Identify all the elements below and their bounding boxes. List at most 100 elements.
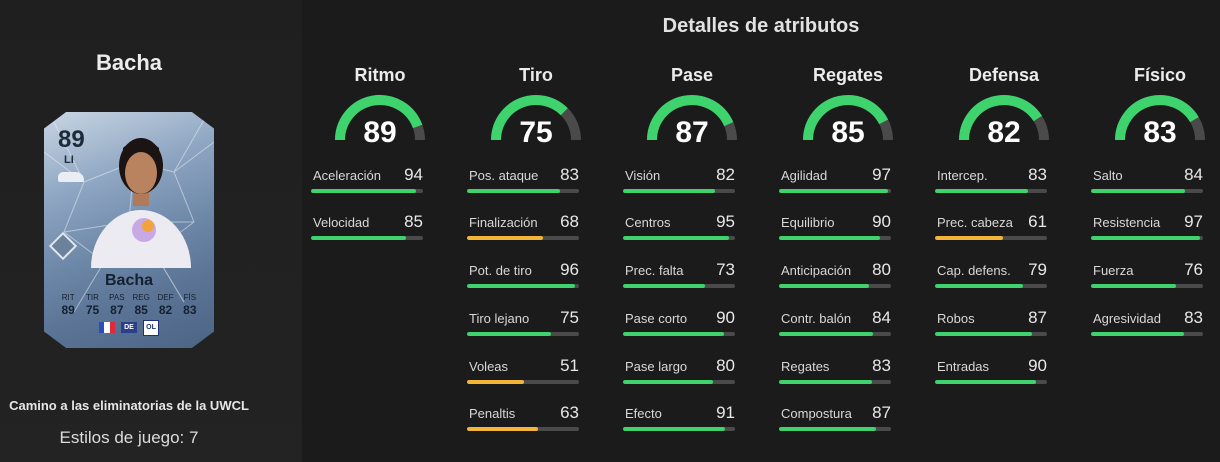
attribute-bar-track bbox=[779, 380, 891, 384]
attribute-bar-track bbox=[467, 332, 579, 336]
attribute-value: 84 bbox=[1184, 165, 1203, 184]
attribute-row[interactable]: Pos. ataque 83 bbox=[467, 165, 579, 198]
attribute-row[interactable]: Fuerza 76 bbox=[1091, 260, 1203, 293]
attribute-bar-track bbox=[623, 380, 735, 384]
attribute-bar-track bbox=[1091, 332, 1203, 336]
attribute-name: Prec. falta bbox=[625, 263, 684, 278]
attribute-bar-fill bbox=[623, 427, 725, 431]
attribute-name: Velocidad bbox=[313, 215, 370, 230]
gauge-fill bbox=[335, 95, 423, 141]
attribute-bar-track bbox=[467, 427, 579, 431]
attribute-name: Efecto bbox=[625, 406, 662, 421]
attribute-name: Robos bbox=[937, 311, 975, 326]
attribute-value: 97 bbox=[1184, 212, 1203, 231]
card-stat-label: PAS bbox=[109, 293, 125, 302]
attribute-bar-fill bbox=[467, 236, 544, 240]
attribute-bar-fill bbox=[779, 189, 888, 193]
rating-gauge: 87 bbox=[647, 95, 737, 149]
player-name: Bacha bbox=[95, 50, 163, 75]
attribute-row[interactable]: Visión 82 bbox=[623, 165, 735, 198]
attribute-row[interactable]: Prec. falta 73 bbox=[623, 260, 735, 293]
attribute-name: Pot. de tiro bbox=[469, 263, 532, 278]
card-stat-value: 87 bbox=[110, 303, 124, 317]
attribute-row[interactable]: Pot. de tiro 96 bbox=[467, 260, 579, 293]
attribute-row[interactable]: Finalización 68 bbox=[467, 212, 579, 245]
attribute-bar-fill bbox=[623, 332, 724, 336]
attribute-name: Entradas bbox=[937, 359, 990, 374]
attribute-row[interactable]: Efecto 91 bbox=[623, 403, 735, 436]
attribute-value: 87 bbox=[1028, 308, 1047, 327]
attribute-bar-track bbox=[623, 427, 735, 431]
rating-gauge: 89 bbox=[335, 95, 425, 149]
attribute-bar-fill bbox=[623, 189, 715, 193]
category-name: Tiro bbox=[519, 65, 553, 85]
card-player-name: Bacha bbox=[104, 272, 154, 289]
gauge-fill bbox=[803, 95, 889, 141]
attribute-name: Resistencia bbox=[1093, 215, 1161, 230]
attribute-bar-fill bbox=[623, 236, 730, 240]
attribute-row[interactable]: Aceleración 94 bbox=[311, 165, 423, 198]
attribute-bar-track bbox=[779, 189, 891, 193]
attribute-bar-fill bbox=[467, 284, 575, 288]
attribute-bar-track bbox=[935, 332, 1047, 336]
category-ritmo: Ritmo 89 Aceleración 94 Velocidad 85 bbox=[302, 0, 458, 462]
attribute-value: 97 bbox=[872, 165, 891, 184]
card-stat-label: DEF bbox=[157, 293, 174, 302]
attribute-row[interactable]: Tiro lejano 75 bbox=[467, 308, 579, 341]
attribute-bar-fill bbox=[467, 332, 551, 336]
category-tiro: Tiro 75 Pos. ataque 83 Finalización 68 Pot. de… bbox=[458, 0, 614, 462]
card-position: LI bbox=[64, 154, 74, 166]
card-rating: 89 bbox=[58, 126, 85, 153]
attribute-bar-fill bbox=[935, 284, 1024, 288]
category-regates: Regates 85 Agilidad 97 Equilibrio 90 Anticipac… bbox=[770, 0, 926, 462]
attribute-row[interactable]: Centros 95 bbox=[623, 212, 735, 245]
attribute-row[interactable]: Anticipación 80 bbox=[779, 260, 891, 293]
attribute-row[interactable]: Agresividad 83 bbox=[1091, 308, 1203, 341]
attribute-value: 51 bbox=[560, 356, 579, 375]
attribute-row[interactable]: Contr. balón 84 bbox=[779, 308, 891, 341]
attribute-row[interactable]: Regates 83 bbox=[779, 356, 891, 389]
category-rating: 75 bbox=[519, 116, 552, 149]
attribute-row[interactable]: Agilidad 97 bbox=[779, 165, 891, 198]
attribute-row[interactable]: Voleas 51 bbox=[467, 356, 579, 389]
attribute-row[interactable]: Robos 87 bbox=[935, 308, 1047, 341]
attribute-value: 87 bbox=[872, 403, 891, 422]
player-card[interactable]: 89 LI Bacha RIT 89 TIR 75 PAS 87 REG 85 DEF 82 FÍS… bbox=[44, 112, 214, 348]
attribute-name: Contr. balón bbox=[781, 311, 852, 326]
attribute-value: 94 bbox=[404, 165, 423, 184]
attribute-row[interactable]: Salto 84 bbox=[1091, 165, 1203, 198]
attribute-name: Intercep. bbox=[937, 168, 988, 183]
attribute-row[interactable]: Equilibrio 90 bbox=[779, 212, 891, 245]
attribute-row[interactable]: Velocidad 85 bbox=[311, 212, 423, 245]
attribute-row[interactable]: Compostura 87 bbox=[779, 403, 891, 436]
card-stat-label: FÍS bbox=[183, 293, 197, 302]
attribute-row[interactable]: Pase largo 80 bbox=[623, 356, 735, 389]
attribute-bar-fill bbox=[467, 380, 525, 384]
attribute-name: Fuerza bbox=[1093, 263, 1134, 278]
card-badges: DE OL bbox=[44, 320, 214, 336]
attribute-bar-track bbox=[623, 332, 735, 336]
attribute-row[interactable]: Resistencia 97 bbox=[1091, 212, 1203, 245]
attribute-row[interactable]: Prec. cabeza 61 bbox=[935, 212, 1047, 245]
attribute-value: 90 bbox=[1028, 356, 1047, 375]
attribute-bar-fill bbox=[779, 284, 869, 288]
attribute-row[interactable]: Pase corto 90 bbox=[623, 308, 735, 341]
attribute-value: 84 bbox=[872, 308, 891, 327]
attribute-row[interactable]: Entradas 90 bbox=[935, 356, 1047, 389]
attribute-bar-fill bbox=[1091, 284, 1177, 288]
attribute-value: 80 bbox=[872, 260, 891, 279]
attribute-value: 91 bbox=[716, 403, 735, 422]
category-rating: 83 bbox=[1143, 116, 1176, 149]
attribute-bar-fill bbox=[1091, 332, 1184, 336]
card-stat-value: 89 bbox=[61, 303, 75, 317]
playstyles-count[interactable]: Estilos de juego: 7 bbox=[59, 428, 199, 447]
boot-icon bbox=[58, 172, 84, 182]
attribute-bar-fill bbox=[467, 189, 560, 193]
rating-gauge: 83 bbox=[1115, 95, 1205, 149]
attribute-row[interactable]: Intercep. 83 bbox=[935, 165, 1047, 198]
attribute-value: 61 bbox=[1028, 212, 1047, 231]
attribute-row[interactable]: Cap. defens. 79 bbox=[935, 260, 1047, 293]
card-stat-value: 75 bbox=[85, 303, 100, 317]
attribute-row[interactable]: Penaltis 63 bbox=[467, 403, 579, 436]
attribute-bar-fill bbox=[935, 380, 1036, 384]
